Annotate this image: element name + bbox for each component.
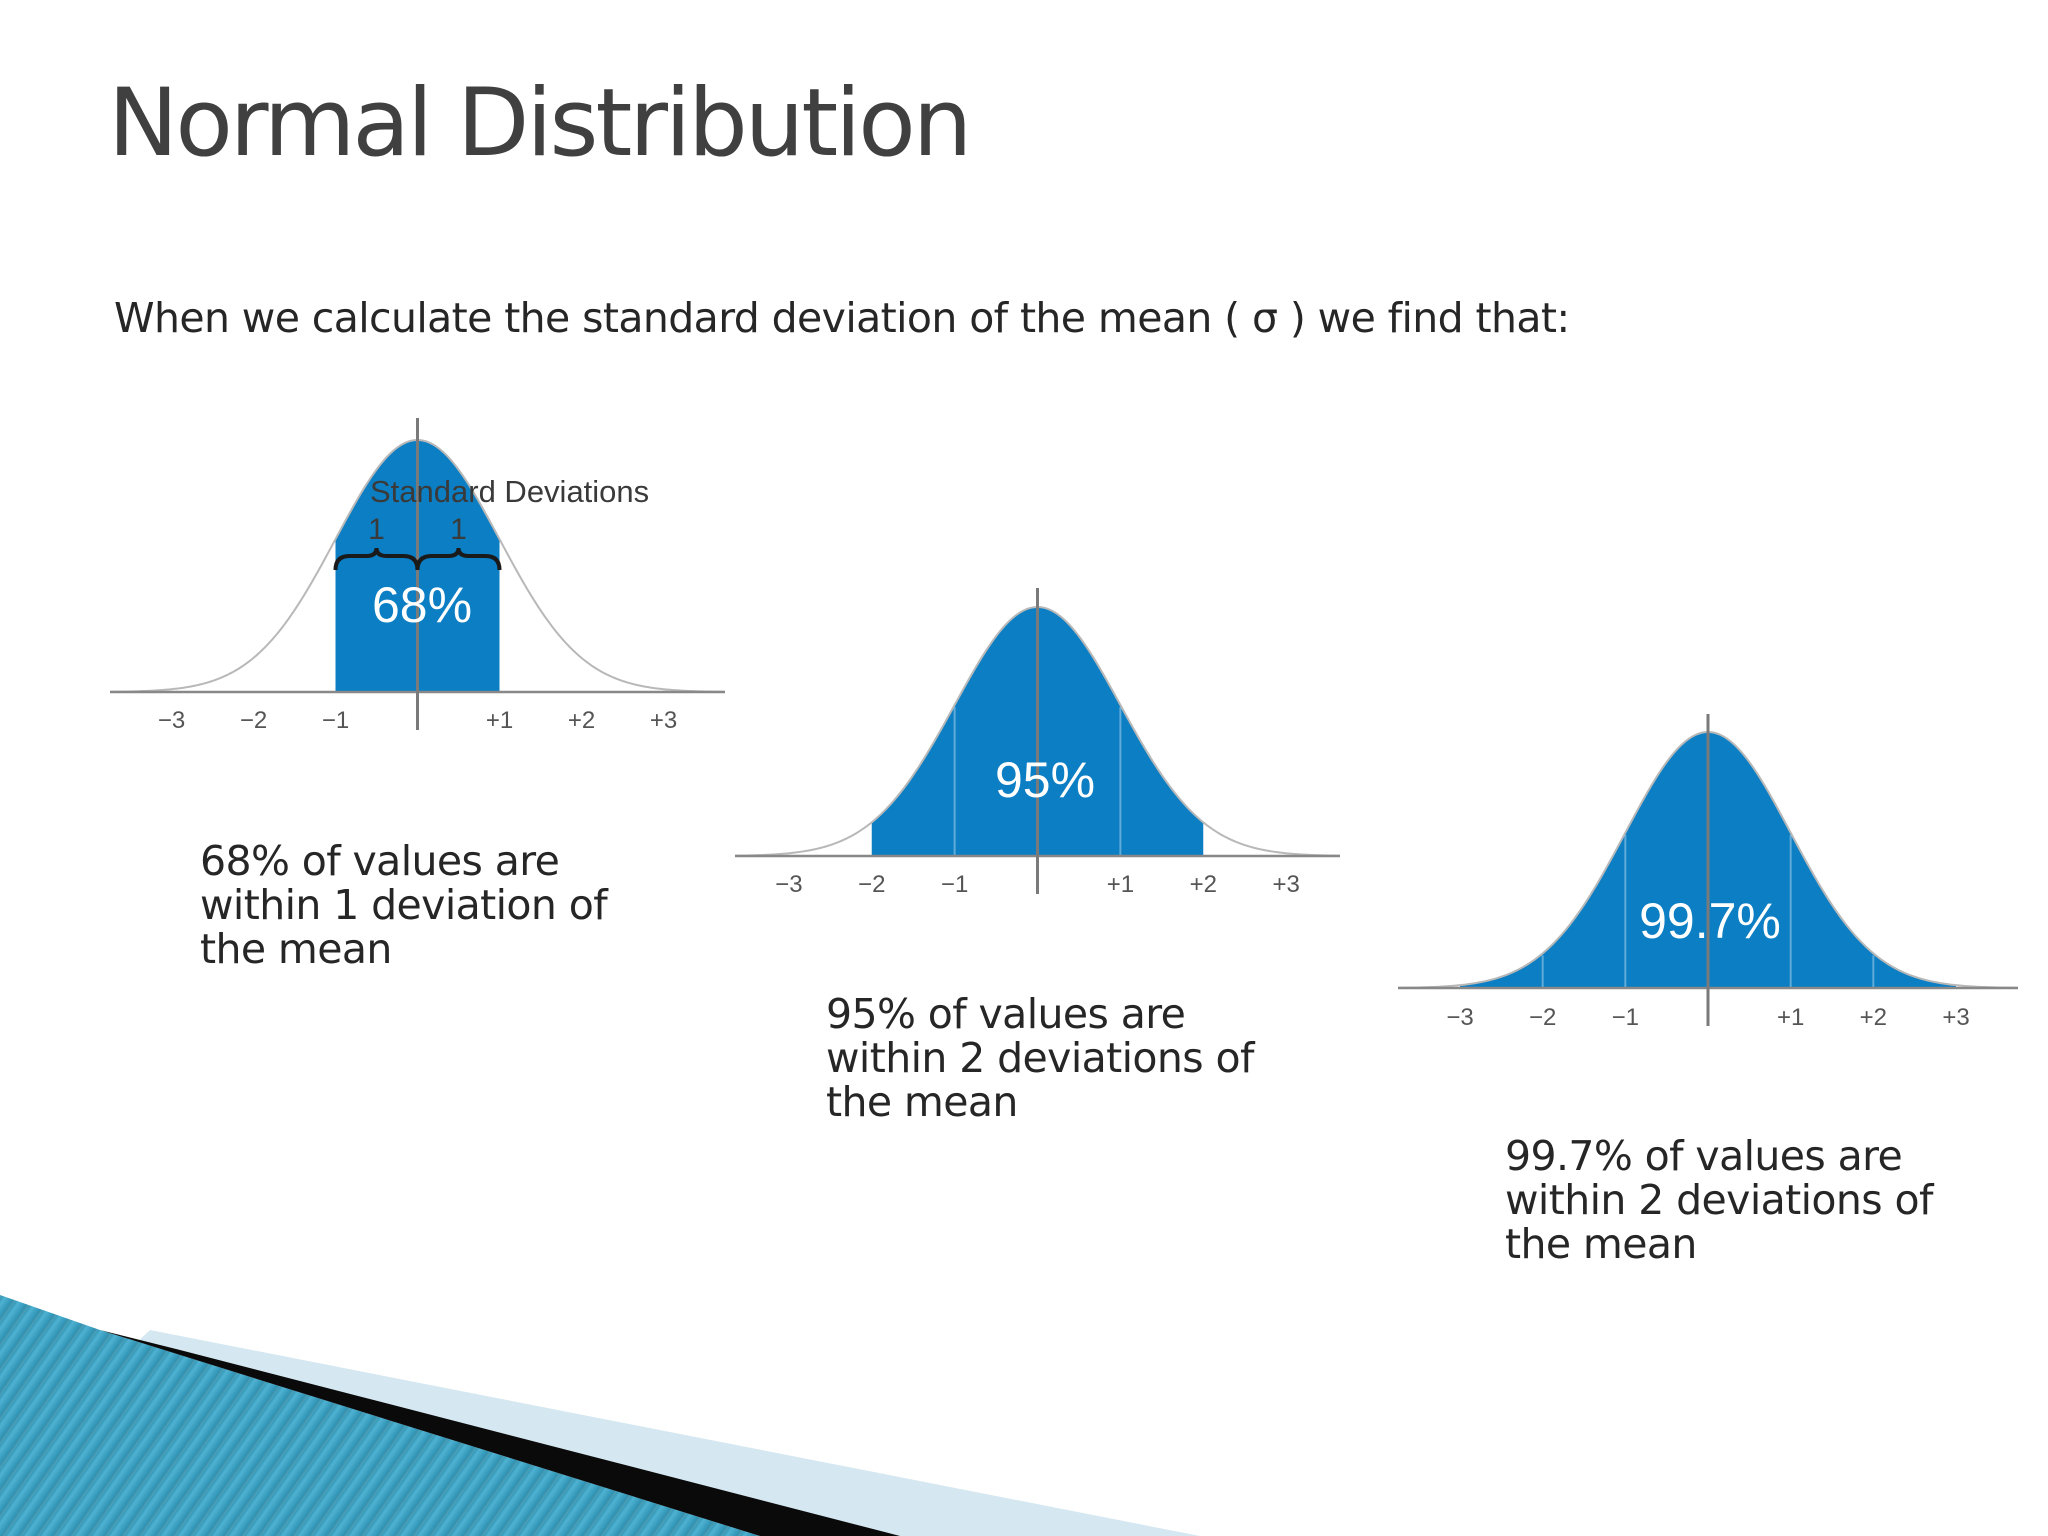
tick-label: −3 — [1446, 1004, 1473, 1031]
tick-label: −2 — [240, 707, 267, 734]
caption-line: 95% of values are — [826, 990, 1186, 1038]
percent-label: 99.7% — [1639, 893, 1781, 949]
sigma-unit-label: 1 — [368, 513, 385, 546]
tick-label: +2 — [1190, 871, 1217, 898]
percent-label: 68% — [372, 577, 472, 633]
page-title: Normal Distribution — [108, 69, 972, 178]
caption-line: the mean — [200, 925, 392, 973]
caption-95: 95% of values are within 2 deviations of… — [826, 992, 1254, 1124]
caption-line: 68% of values are — [200, 837, 560, 885]
caption-line: within 2 deviations of — [826, 1034, 1254, 1082]
tick-label: −2 — [1529, 1004, 1556, 1031]
tick-label: +2 — [1860, 1004, 1887, 1031]
tick-label: −1 — [1612, 1004, 1639, 1031]
percent-label: 95% — [995, 752, 1095, 808]
brace-left — [333, 547, 420, 571]
caption-line: within 1 deviation of — [200, 881, 608, 929]
tick-label: +1 — [1777, 1004, 1804, 1031]
standard-deviations-label: Standard Deviations — [370, 474, 649, 509]
tick-label: −3 — [158, 707, 185, 734]
tick-label: −1 — [941, 871, 968, 898]
tick-label: +2 — [568, 707, 595, 734]
tick-label: −1 — [322, 707, 349, 734]
sigma-unit-label: 1 — [450, 513, 467, 546]
tick-label: +3 — [1272, 871, 1299, 898]
caption-line: the mean — [1505, 1220, 1697, 1268]
tick-label: +1 — [1107, 871, 1134, 898]
footer-dark-stripe — [100, 1330, 900, 1536]
footer-teal-band — [0, 1295, 760, 1536]
tick-label: +3 — [650, 707, 677, 734]
tick-label: +1 — [486, 707, 513, 734]
brace-right — [415, 547, 502, 571]
tick-label: −3 — [775, 871, 802, 898]
caption-68: 68% of values are within 1 deviation of … — [200, 837, 608, 973]
tick-label: +3 — [1942, 1004, 1969, 1031]
caption-line: within 2 deviations of — [1505, 1176, 1933, 1224]
tick-label: −2 — [858, 871, 885, 898]
caption-line: 99.7% of values are — [1505, 1132, 1903, 1180]
slide-subtitle: When we calculate the standard deviation… — [114, 294, 1570, 342]
caption-99-7: 99.7% of values are within 2 deviations … — [1505, 1134, 1933, 1266]
caption-line: the mean — [826, 1078, 1018, 1126]
